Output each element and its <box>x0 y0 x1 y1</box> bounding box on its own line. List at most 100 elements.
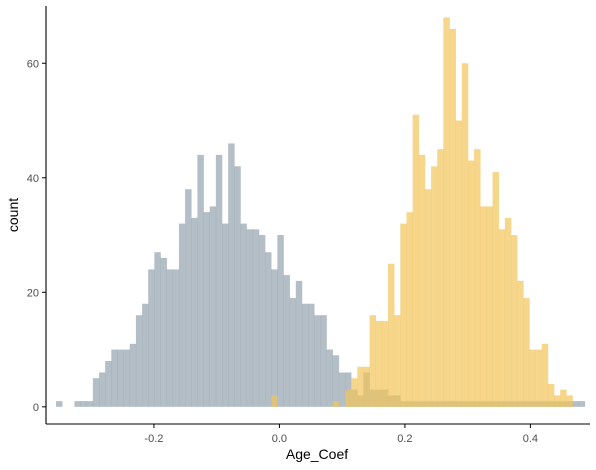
histogram-bar-series-1-bin-23 <box>203 212 210 407</box>
histogram-bar-series-1-bin-42 <box>320 315 327 407</box>
axis-ticks: -0.2 0.0 0.2 0.4 0 20 40 60 <box>27 58 538 445</box>
histogram-bar-series-2-bin-37 <box>554 395 561 407</box>
axes <box>45 6 590 425</box>
histogram-bar-series-1-bin-34 <box>271 269 278 407</box>
histogram-bar-series-1-bin-25 <box>215 154 223 407</box>
histogram-bar-series-2-bin-24 <box>474 149 481 407</box>
histogram-bar-series-2-bin-27 <box>492 172 500 407</box>
histogram-bar-series-1-bin-28 <box>234 166 241 407</box>
x-axis-title: Age_Coef <box>286 446 348 462</box>
histogram-bar-series-2-bin-6 <box>363 366 370 407</box>
histogram-bar-series-1-bin-17 <box>166 269 174 407</box>
histogram-bar-series-2-bin-38 <box>560 389 567 407</box>
histogram-bar-series-1-bin-18 <box>172 269 180 407</box>
histogram-bars <box>55 17 586 407</box>
histogram-bar-series-2-bin-25 <box>480 206 487 407</box>
x-tick-label: 0.0 <box>272 433 287 445</box>
histogram-bar-series-2-bin-32 <box>523 298 530 407</box>
histogram-bar-series-2-bin-10 <box>388 263 395 407</box>
histogram-bar-series-1-bin-1 <box>55 401 63 407</box>
x-tick-label: 0.4 <box>523 433 538 445</box>
histogram-bar-series-1-bin-16 <box>160 257 167 407</box>
histogram-bar-series-1-bin-12 <box>135 315 143 407</box>
histogram-bar-series-2-bin-12 <box>400 223 407 407</box>
histogram-bar-series-1-bin-13 <box>142 303 149 407</box>
histogram-bar-series-2-bin-28 <box>498 229 506 407</box>
histogram-bar-series-2-bin-2 <box>332 401 340 407</box>
y-tick-label: 20 <box>27 287 39 299</box>
histogram-bar-series-2-bin-34 <box>535 349 543 407</box>
histogram-bar-series-1-bin-20 <box>185 189 192 407</box>
histogram-bar-series-1-bin-44 <box>332 355 340 407</box>
histogram-bar-series-1-bin-3 <box>80 401 88 407</box>
histogram-bar-series-2-bin-35 <box>541 343 549 407</box>
histogram-bar-series-2-bin-13 <box>406 212 413 407</box>
histogram-bar-series-2-bin-19 <box>443 17 450 407</box>
histogram-bar-series-2-bin-14 <box>412 114 420 407</box>
histogram-bar-series-2-bin-36 <box>547 383 555 407</box>
histogram-bar-series-1-bin-22 <box>197 154 204 407</box>
histogram-bar-series-2-bin-39 <box>566 395 573 407</box>
y-axis-title: count <box>5 198 21 232</box>
histogram-bar-series-1-bin-24 <box>209 206 217 407</box>
histogram-bar-series-1-bin-40 <box>308 303 315 407</box>
histogram-bar-series-2-bin-23 <box>467 160 475 407</box>
histogram-bar-series-1-bin-39 <box>301 303 309 407</box>
histogram-bar-series-2-bin-31 <box>517 280 524 407</box>
histogram-bar-series-1-bin-7 <box>105 361 112 407</box>
histogram-bar-series-1-bin-27 <box>228 143 235 407</box>
y-tick-label: 60 <box>27 58 39 70</box>
histogram-bar-series-1-bin-37 <box>289 298 297 407</box>
histogram-bar-series-1-bin-32 <box>258 235 266 407</box>
histogram-bar-series-2-bin-8 <box>375 320 383 407</box>
histogram-bar-series-1-bin-43 <box>326 349 333 407</box>
histogram-bar-series-1-bin-15 <box>154 252 161 407</box>
histogram-bar-series-1-bin-35 <box>277 235 284 407</box>
histogram-bar-series-2-bin-33 <box>529 349 536 407</box>
histogram-bar-series-2-bin-15 <box>418 154 426 407</box>
histogram-bar-series-2-bin-16 <box>424 189 432 407</box>
y-tick-label: 0 <box>33 402 39 414</box>
histogram-bar-series-2-bin-9 <box>381 320 389 407</box>
histogram-bar-series-1-bin-26 <box>222 223 229 407</box>
histogram-bar-series-1-bin-33 <box>265 252 272 407</box>
histogram-bar-series-1-bin-8 <box>111 349 118 407</box>
x-tick-label: -0.2 <box>144 433 163 445</box>
histogram-bar-series-1-bin-11 <box>129 343 137 407</box>
histogram-bar-series-2-bin-3 <box>344 389 352 407</box>
histogram-bar-series-2-bin-7 <box>369 315 377 407</box>
histogram-bar-series-1-bin-21 <box>191 217 198 407</box>
histogram-bar-series-1-bin-10 <box>123 349 131 407</box>
histogram-bar-series-1-bin-5 <box>92 378 100 407</box>
histogram-bar-series-1-bin-30 <box>246 229 254 407</box>
histogram-bar-series-2-bin-29 <box>504 217 512 407</box>
histogram-bar-series-1-bin-14 <box>148 269 155 407</box>
histogram-bar-series-2-bin-17 <box>431 166 438 407</box>
histogram-bar-series-2-bin-5 <box>357 366 364 407</box>
histogram-bar-series-1-bin-41 <box>314 315 321 407</box>
histogram-bar-series-1-bin-9 <box>117 349 124 407</box>
histogram-bar-series-2-bin-1 <box>271 395 278 407</box>
histogram-bar-series-1-bin-84 <box>578 401 586 407</box>
histogram-bar-series-2-bin-26 <box>486 206 493 407</box>
histogram-bar-series-2-bin-4 <box>351 378 358 407</box>
histogram-bar-series-1-bin-4 <box>86 401 94 407</box>
histogram-bar-series-1-bin-38 <box>295 280 303 407</box>
histogram-bar-series-1-bin-83 <box>572 401 579 407</box>
histogram-bar-series-1-bin-45 <box>338 372 346 407</box>
x-tick-label: 0.2 <box>397 433 412 445</box>
histogram-bar-series-1-bin-2 <box>74 401 81 407</box>
histogram-bar-series-2-bin-18 <box>437 149 444 407</box>
histogram-bar-series-1-bin-6 <box>99 372 106 407</box>
histogram-bar-series-2-bin-22 <box>461 63 469 407</box>
y-tick-label: 40 <box>27 173 39 185</box>
histogram-bar-series-2-bin-21 <box>455 120 463 407</box>
histogram-bar-series-2-bin-20 <box>449 28 456 407</box>
histogram-bar-series-1-bin-19 <box>178 223 186 407</box>
histogram-bar-series-2-bin-30 <box>511 235 518 407</box>
histogram-bar-series-1-bin-31 <box>252 229 260 407</box>
histogram-bar-series-2-bin-11 <box>394 315 401 407</box>
histogram-bar-series-1-bin-29 <box>240 223 247 407</box>
